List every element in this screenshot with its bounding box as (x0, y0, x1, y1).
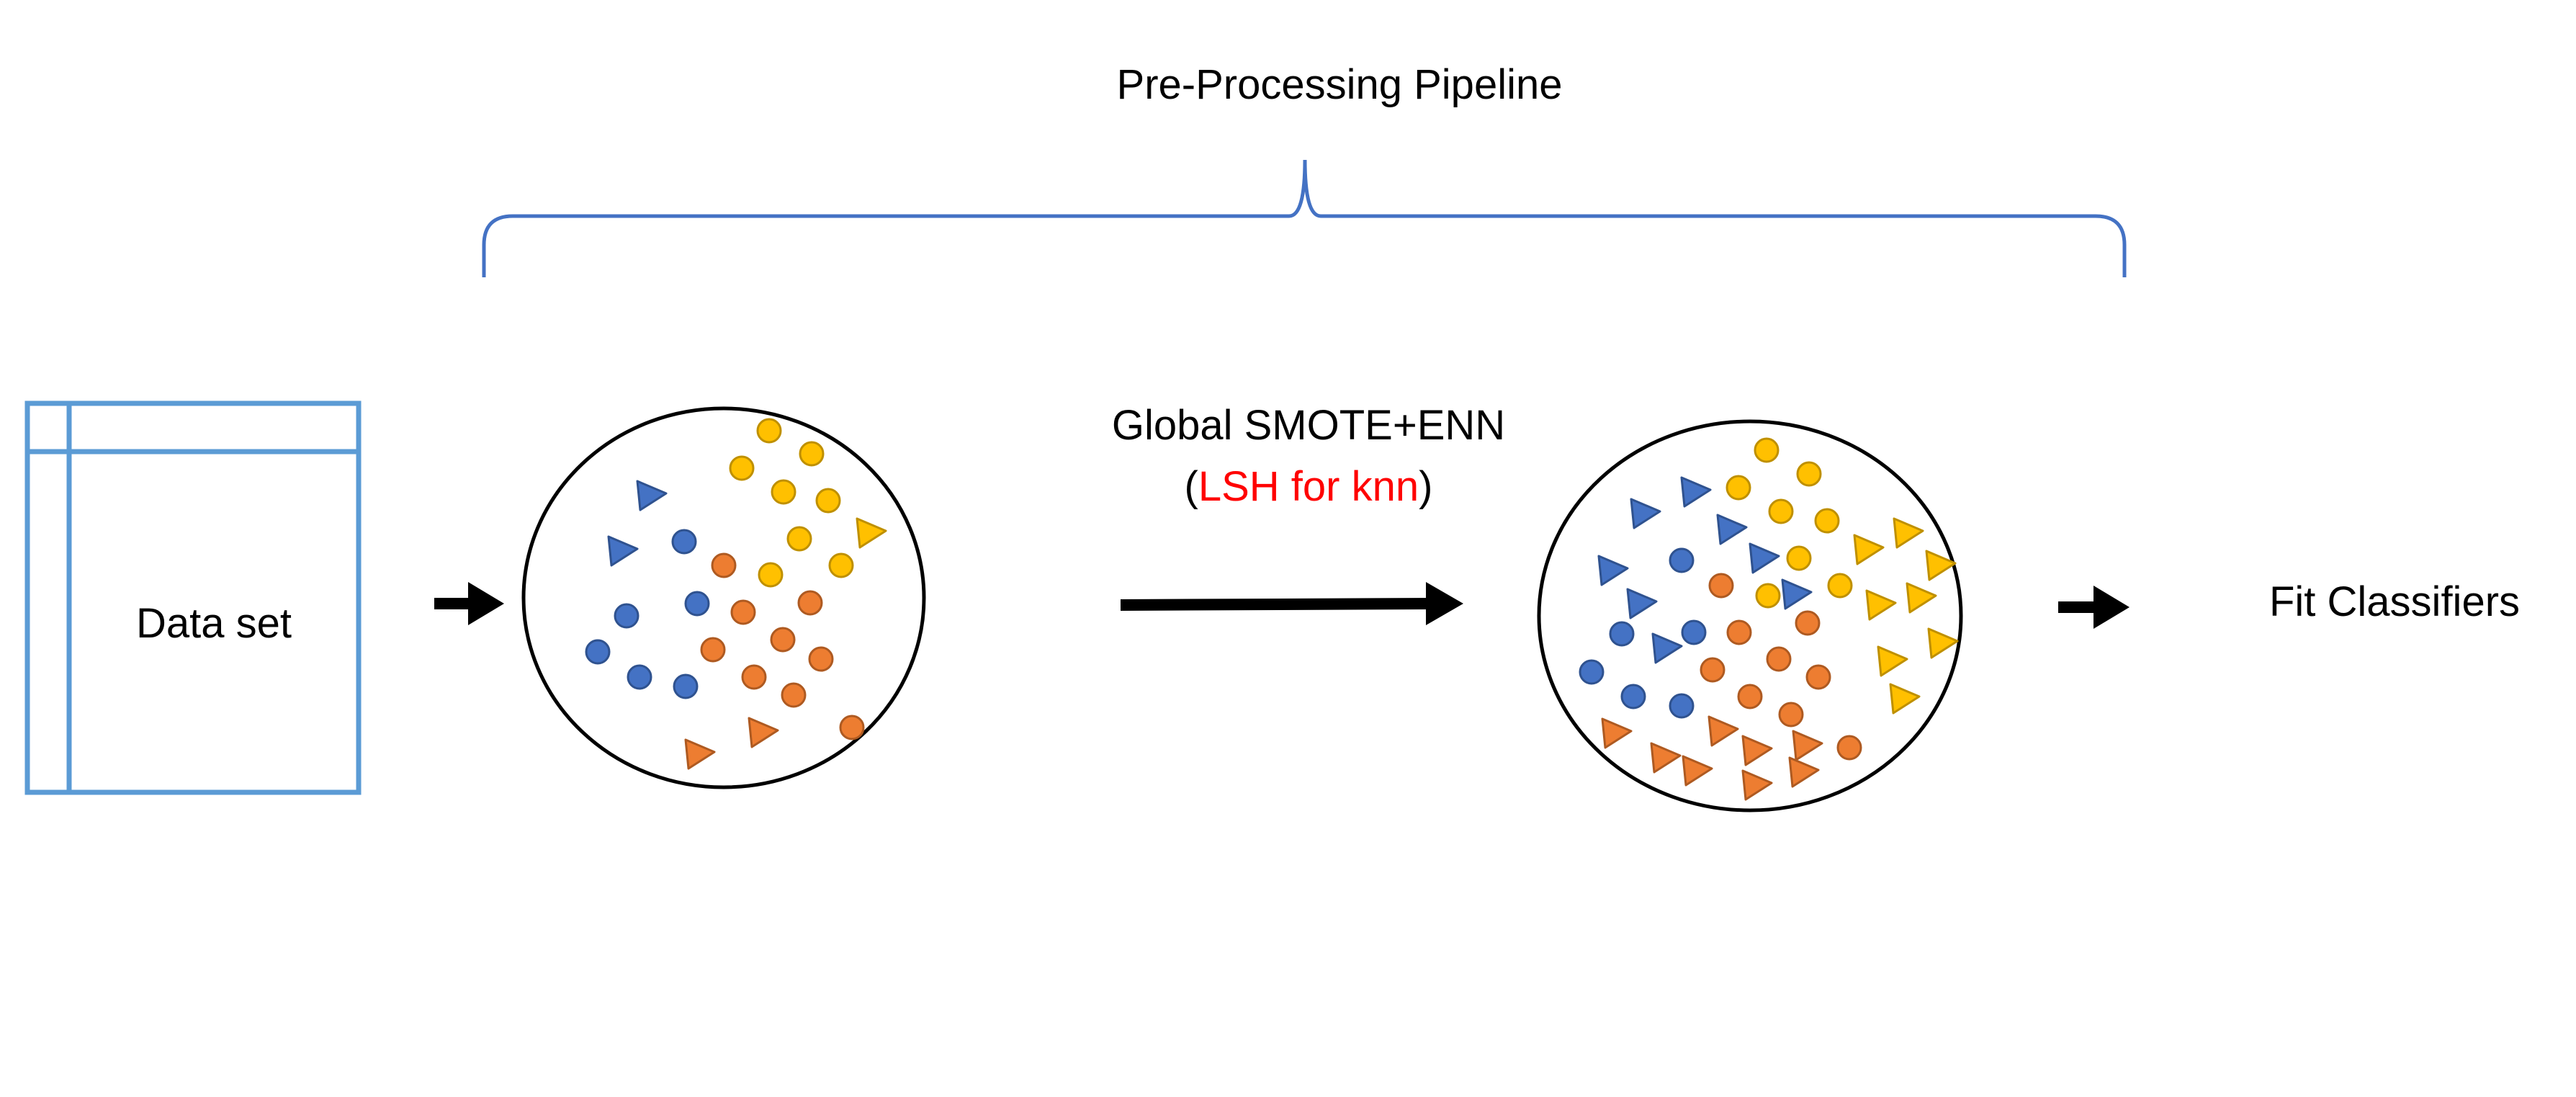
blue-circle-point (1620, 684, 1646, 709)
yellow-circle-point (1725, 475, 1751, 501)
orange-triangle-point (1792, 730, 1823, 761)
orange-circle-point (711, 552, 737, 578)
method-label: LSH for knn (1198, 463, 1419, 510)
blue-circle-point (1669, 547, 1695, 573)
paren-open: ( (1185, 463, 1198, 510)
pipeline-bracket (482, 159, 2127, 277)
yellow-circle-point (758, 562, 784, 588)
blue-circle-point (585, 639, 611, 665)
yellow-circle-point (729, 455, 755, 481)
orange-circle-point (700, 637, 726, 663)
yellow-circle-point (815, 488, 841, 514)
yellow-circle-point (786, 526, 812, 552)
blue-triangle-point (1651, 632, 1683, 664)
process-method-line: (LSH for knn) (1185, 463, 1433, 510)
arrow-smote-enn (1120, 582, 1463, 625)
yellow-triangle-point (1853, 534, 1885, 565)
yellow-circle-point (799, 441, 825, 467)
blue-triangle-point (1680, 476, 1712, 508)
orange-circle-point (781, 682, 807, 708)
orange-triangle-point (1650, 742, 1682, 774)
yellow-triangle-point (1889, 683, 1921, 715)
orange-triangle-point (1682, 755, 1713, 787)
orange-circle-point (770, 627, 796, 653)
blue-circle-point (671, 529, 697, 555)
input-data-cluster (521, 406, 926, 789)
orange-circle-point (730, 599, 756, 625)
output-label: Fit Classifiers (2269, 578, 2520, 625)
orange-circle-point (741, 664, 767, 690)
yellow-triangle-point (1925, 550, 1957, 581)
orange-circle-point (1737, 684, 1763, 709)
yellow-circle-point (771, 479, 796, 505)
yellow-circle-point (1827, 573, 1853, 599)
yellow-circle-point (1754, 437, 1780, 463)
orange-circle-point (1795, 610, 1821, 636)
orange-circle-point (1700, 657, 1725, 683)
orange-triangle-point (1601, 717, 1633, 749)
blue-circle-point (673, 673, 699, 699)
orange-triangle-point (1741, 735, 1773, 766)
yellow-triangle-point (1893, 517, 1924, 549)
orange-triangle-point (1741, 769, 1773, 801)
pipeline-title: Pre-Processing Pipeline (1117, 61, 1563, 108)
orange-circle-point (839, 715, 865, 740)
process-label: Global SMOTE+ENN (1112, 402, 1505, 449)
yellow-circle-point (1814, 508, 1840, 534)
yellow-triangle-point (856, 517, 887, 549)
blue-circle-point (1669, 693, 1695, 719)
dataset-table-icon (24, 400, 362, 795)
orange-circle-point (1836, 735, 1862, 761)
yellow-circle-point (1796, 461, 1822, 487)
paren-close: ) (1419, 463, 1432, 510)
yellow-circle-point (1768, 498, 1794, 524)
yellow-circle-point (1786, 545, 1812, 571)
blue-circle-point (684, 591, 710, 617)
yellow-circle-point (756, 418, 782, 444)
yellow-triangle-point (1927, 627, 1959, 659)
blue-triangle-point (1781, 578, 1813, 610)
orange-triangle-point (1707, 715, 1739, 747)
blue-circle-point (1681, 619, 1707, 645)
orange-triangle-point (748, 717, 779, 748)
yellow-circle-point (828, 552, 854, 578)
blue-triangle-point (1716, 514, 1748, 545)
blue-triangle-point (1630, 498, 1661, 529)
blue-triangle-point (1749, 542, 1780, 574)
resampled-data-cluster (1537, 419, 1963, 812)
orange-triangle-point (1788, 756, 1820, 788)
dataset-label: Data set (136, 600, 292, 647)
blue-triangle-point (636, 480, 668, 511)
yellow-circle-point (1755, 583, 1781, 609)
orange-circle-point (1778, 702, 1804, 727)
yellow-triangle-point (1865, 589, 1897, 621)
blue-circle-point (614, 603, 639, 629)
blue-triangle-point (1597, 555, 1629, 586)
orange-circle-point (797, 590, 823, 616)
yellow-triangle-point (1906, 582, 1937, 614)
orange-circle-point (808, 646, 834, 672)
blue-circle-point (1579, 659, 1605, 685)
arrow-to-input-cluster (434, 582, 504, 625)
arrow-to-classifiers (2058, 586, 2130, 629)
blue-triangle-point (1626, 588, 1658, 619)
orange-triangle-point (684, 738, 716, 770)
blue-triangle-point (607, 535, 639, 567)
orange-circle-point (1708, 573, 1734, 599)
orange-circle-point (1805, 664, 1831, 690)
yellow-triangle-point (1877, 645, 1908, 677)
orange-circle-point (1766, 646, 1792, 672)
blue-circle-point (1609, 621, 1635, 647)
blue-circle-point (627, 664, 652, 690)
orange-circle-point (1726, 619, 1752, 645)
